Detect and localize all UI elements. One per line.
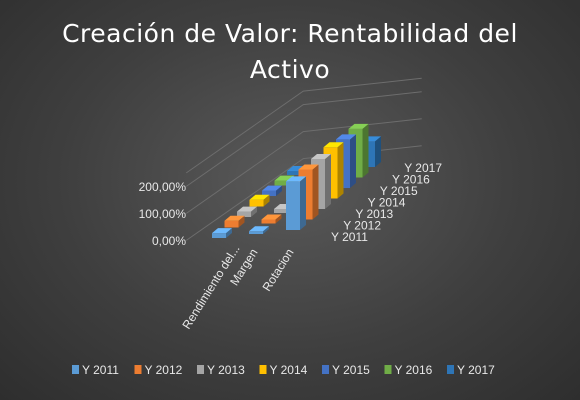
- series-depth-label: Y 2011: [331, 230, 368, 244]
- bar: [249, 194, 270, 207]
- bar-side: [251, 206, 257, 217]
- bar-top: [311, 154, 331, 160]
- bar-side: [337, 142, 344, 199]
- chart-title-line-1: Creación de Valor: Rentabilidad del: [62, 19, 518, 48]
- bar-side: [325, 154, 331, 209]
- legend-label: Y 2013: [207, 363, 245, 377]
- legend-label: Y 2017: [457, 363, 495, 377]
- y-tick-label: 100,00%: [139, 207, 187, 221]
- y-tick-label: 0,00%: [152, 234, 186, 248]
- bar-side: [350, 134, 356, 188]
- legend-item: Y 2015: [322, 363, 370, 377]
- gridline: [186, 91, 422, 187]
- bars: [212, 123, 381, 238]
- gridlines: [186, 77, 422, 241]
- legend-swatch: [134, 365, 142, 374]
- legend-item: Y 2012: [134, 363, 183, 377]
- bar-front: [249, 231, 263, 234]
- bar-top: [249, 226, 269, 232]
- bar-top: [298, 164, 319, 170]
- bar-top: [262, 185, 282, 191]
- series-depth-label: Y 2012: [343, 219, 381, 233]
- bar: [212, 228, 232, 238]
- bar-side: [263, 194, 270, 207]
- bar-top: [249, 194, 270, 200]
- bar-side: [312, 164, 319, 220]
- legend-swatch: [259, 365, 267, 374]
- bar-side: [263, 226, 269, 234]
- bar-side: [300, 176, 306, 230]
- gridline: [186, 77, 422, 174]
- series-depth-label: Y 2014: [368, 196, 406, 210]
- bar-front: [237, 211, 251, 217]
- bar-top: [286, 176, 306, 182]
- legend-item: Y 2016: [384, 363, 433, 377]
- legend-label: Y 2015: [332, 363, 370, 377]
- legend-swatch: [197, 365, 204, 374]
- bar-front: [212, 233, 226, 238]
- bar-top: [348, 123, 369, 129]
- bar-front: [274, 208, 288, 213]
- legend-swatch: [72, 365, 79, 374]
- bar: [249, 226, 269, 234]
- legend-item: Y 2013: [197, 363, 245, 377]
- legend: Y 2011 Y 2012 Y 2013 Y 2014 Y 2015 Y 2016 Y 20…: [72, 363, 495, 377]
- bar-front: [261, 219, 276, 224]
- bar: [237, 206, 257, 217]
- bar-front: [224, 220, 239, 228]
- bar-front: [249, 199, 264, 207]
- bar-side: [362, 123, 369, 178]
- legend-label: Y 2012: [145, 363, 183, 377]
- series-depth-label: Y 2013: [355, 207, 393, 221]
- gridline: [186, 118, 422, 214]
- bar-side: [275, 214, 282, 224]
- bar: [286, 176, 306, 230]
- bar-front: [286, 181, 300, 230]
- category-label: Rendimiento del...: [179, 242, 242, 331]
- bar: [224, 215, 245, 228]
- gridline: [186, 145, 422, 241]
- y-tick-label: 200,00%: [139, 180, 187, 194]
- bar-front: [274, 180, 289, 186]
- bar-top: [224, 215, 245, 221]
- bar-front: [287, 170, 301, 175]
- bar-side: [238, 215, 245, 228]
- legend-label: Y 2011: [82, 363, 119, 377]
- bar-side: [226, 228, 232, 238]
- bar-side: [276, 185, 282, 196]
- legend-label: Y 2014: [270, 363, 308, 377]
- bar-front: [262, 190, 276, 196]
- legend-swatch: [447, 365, 454, 374]
- bar-side: [375, 136, 381, 167]
- bar: [261, 214, 282, 224]
- legend-item: Y 2014: [259, 363, 308, 377]
- category-label: Rotacion: [260, 246, 297, 294]
- bar: [262, 185, 282, 196]
- category-labels: Rendimiento del...Margen Rotacion: [179, 242, 296, 331]
- series-depth-label: Y 2017: [404, 161, 442, 175]
- bar-top: [261, 214, 282, 220]
- legend-item: Y 2017: [447, 363, 495, 377]
- bar-top: [237, 206, 257, 212]
- series-depth-label: Y 2015: [380, 184, 418, 198]
- bar-top: [323, 142, 344, 148]
- series-depth-label: Y 2016: [392, 173, 430, 187]
- chart-title-line-2: Activo: [250, 55, 330, 84]
- legend-item: Y 2011: [72, 363, 119, 377]
- bar-top: [336, 134, 356, 140]
- legend-label: Y 2016: [395, 363, 433, 377]
- bar-top: [212, 228, 232, 234]
- legend-swatch: [322, 365, 329, 374]
- legend-swatch: [384, 365, 392, 374]
